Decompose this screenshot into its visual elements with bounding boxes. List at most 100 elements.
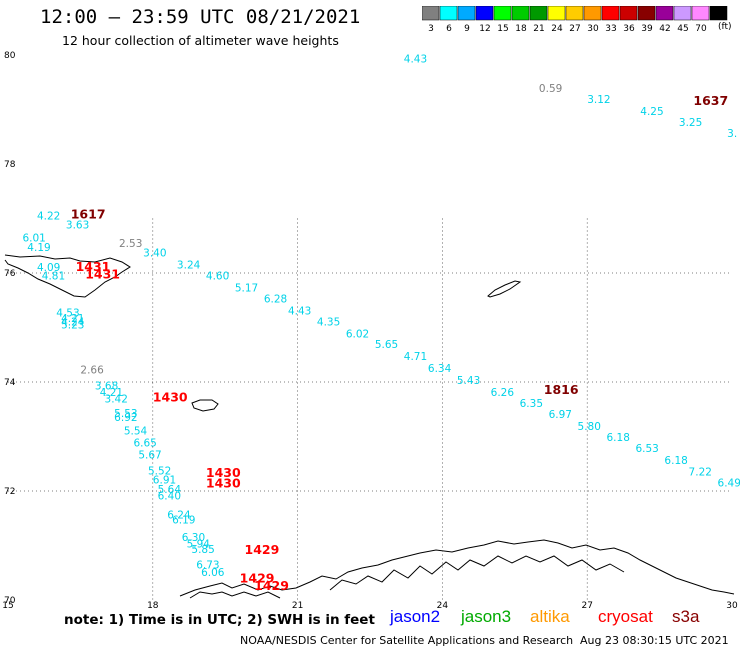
color-scale-tick: 33 bbox=[605, 24, 616, 34]
wave-height-value: 3.40 bbox=[143, 248, 166, 260]
norway-coast bbox=[179, 539, 735, 597]
wave-height-value: 5.53 bbox=[114, 408, 137, 420]
graticule bbox=[8, 218, 732, 600]
wave-height-value: 6.49 bbox=[718, 478, 740, 490]
satellite-name-altika: altika bbox=[530, 607, 570, 626]
latitude-label: 76 bbox=[4, 269, 16, 279]
wave-height-value: 6.97 bbox=[549, 409, 572, 421]
color-swatch bbox=[493, 6, 512, 21]
latitude-label: 70 bbox=[4, 596, 16, 606]
norway-islands bbox=[189, 591, 281, 599]
wave-height-value: 6.65 bbox=[133, 437, 156, 449]
wave-height-value: 6.30 bbox=[182, 532, 205, 544]
wave-height-value: 5.43 bbox=[457, 375, 480, 387]
wave-height-value: 6.02 bbox=[346, 328, 369, 340]
wave-height-value: 6.18 bbox=[664, 455, 687, 467]
color-swatch bbox=[601, 6, 620, 21]
pass-time-label: 1637 bbox=[693, 93, 728, 108]
wave-height-value: 4.21 bbox=[100, 387, 123, 399]
wave-height-value: 5.65 bbox=[375, 339, 398, 351]
color-swatch bbox=[547, 6, 566, 21]
wave-height-value: 4.21 bbox=[61, 313, 84, 325]
wave-height-value: 6.24 bbox=[167, 509, 191, 521]
pass-time-label: 1429 bbox=[240, 571, 275, 586]
wave-height-value: 4.60 bbox=[206, 271, 229, 283]
wave-height-value: 6.40 bbox=[158, 491, 181, 503]
color-scale-tick: 21 bbox=[533, 24, 544, 34]
longitude-label: 18 bbox=[147, 601, 159, 610]
color-scale-tick: 45 bbox=[677, 24, 688, 34]
pass-time-label: 1430 bbox=[206, 476, 241, 491]
satellite-name-cryosat: cryosat bbox=[598, 607, 653, 626]
color-scale-tick: 70 bbox=[695, 24, 707, 34]
satellite-name-jason3: jason3 bbox=[461, 607, 512, 626]
longitude-label: 21 bbox=[292, 601, 303, 610]
wave-height-value: 4.43 bbox=[288, 305, 311, 317]
longitude-label: 27 bbox=[581, 601, 592, 610]
wave-height-value: 2.66 bbox=[80, 364, 104, 376]
color-swatch bbox=[475, 6, 494, 21]
color-swatch bbox=[583, 6, 602, 21]
color-scale-tick: 15 bbox=[497, 24, 508, 34]
wave-height-value: 3.68 bbox=[95, 381, 118, 393]
wave-height-map: 4.43 0.59 3.12 4.25 3.25 3. 4.22 3.63 6.01 2.53 4.… bbox=[2, 51, 740, 610]
wave-height-value: 7.22 bbox=[689, 467, 712, 479]
color-swatch bbox=[637, 6, 656, 21]
wave-height-value: 6.91 bbox=[153, 474, 176, 486]
latitude-label: 72 bbox=[4, 487, 15, 497]
wave-height-value: 6.34 bbox=[428, 363, 452, 375]
color-swatch bbox=[511, 6, 530, 21]
color-scale-tick: 42 bbox=[659, 24, 670, 34]
wave-height-value: 6.19 bbox=[172, 515, 195, 527]
wave-height-value: 4.81 bbox=[42, 271, 65, 283]
wave-height-value: 3.12 bbox=[587, 94, 610, 106]
wave-height-value: 3. bbox=[727, 128, 737, 140]
pass-time-label: 1816 bbox=[544, 382, 579, 397]
svalbard-coast bbox=[4, 254, 131, 298]
color-scale-tick: 12 bbox=[479, 24, 490, 34]
wave-height-value: 4.09 bbox=[37, 262, 60, 274]
wave-height-value: 4.24 bbox=[61, 316, 85, 328]
pass-time-label: 1429 bbox=[245, 542, 280, 557]
wave-height-value: 3.25 bbox=[679, 117, 702, 129]
pass-time-labels: 1637161714311431181614301430143014291429… bbox=[71, 93, 728, 593]
latitude-label: 78 bbox=[4, 160, 16, 170]
color-scale-tick: 18 bbox=[515, 24, 527, 34]
color-swatch bbox=[565, 6, 584, 21]
color-swatch bbox=[439, 6, 458, 21]
wave-height-value: 6.18 bbox=[607, 432, 630, 444]
color-swatch bbox=[529, 6, 548, 21]
wave-height-value: 6.06 bbox=[201, 567, 225, 579]
color-scale-tick: 6 bbox=[446, 24, 452, 34]
color-swatch bbox=[673, 6, 692, 21]
wave-height-value: 5.52 bbox=[148, 466, 171, 478]
color-swatch bbox=[655, 6, 674, 21]
wave-height-value: 3.24 bbox=[177, 260, 201, 272]
wave-height-value: 5.94 bbox=[187, 539, 211, 551]
pass-time-label: 1430 bbox=[153, 390, 188, 405]
wave-height-value: 5.67 bbox=[138, 449, 161, 461]
longitude-label: 15 bbox=[2, 601, 13, 610]
color-scale-tick: 9 bbox=[464, 24, 470, 34]
bjornoya-island bbox=[191, 399, 219, 412]
wave-height-value: 4.43 bbox=[404, 54, 427, 66]
color-swatch bbox=[709, 6, 728, 21]
map-subtitle: 12 hour collection of altimeter wave hei… bbox=[62, 33, 339, 48]
wave-height-value: 4.35 bbox=[317, 316, 340, 328]
pass-time-label: 1617 bbox=[71, 207, 106, 222]
wave-height-value: 6.35 bbox=[520, 398, 543, 410]
pass-time-label: 1430 bbox=[206, 465, 241, 480]
wave-height-value: 5.85 bbox=[191, 544, 214, 556]
longitude-label: 30 bbox=[726, 601, 738, 610]
color-scale-tick: 39 bbox=[641, 24, 653, 34]
color-scale-tick: 27 bbox=[569, 24, 580, 34]
observation-labels: 4.43 0.59 3.12 4.25 3.25 3. 4.22 3.63 6.01 2.53 4.… bbox=[22, 54, 740, 579]
wave-height-value: 6.28 bbox=[264, 293, 287, 305]
wave-height-value: 0.59 bbox=[539, 83, 562, 95]
color-swatch bbox=[422, 6, 440, 21]
wave-height-value: 4.25 bbox=[640, 106, 663, 118]
wave-height-value: 5.17 bbox=[235, 283, 258, 295]
map-title: 12:00 – 23:59 UTC 08/21/2021 bbox=[40, 6, 361, 28]
color-scale-tick: 36 bbox=[623, 24, 635, 34]
norway-fjords bbox=[329, 555, 625, 591]
